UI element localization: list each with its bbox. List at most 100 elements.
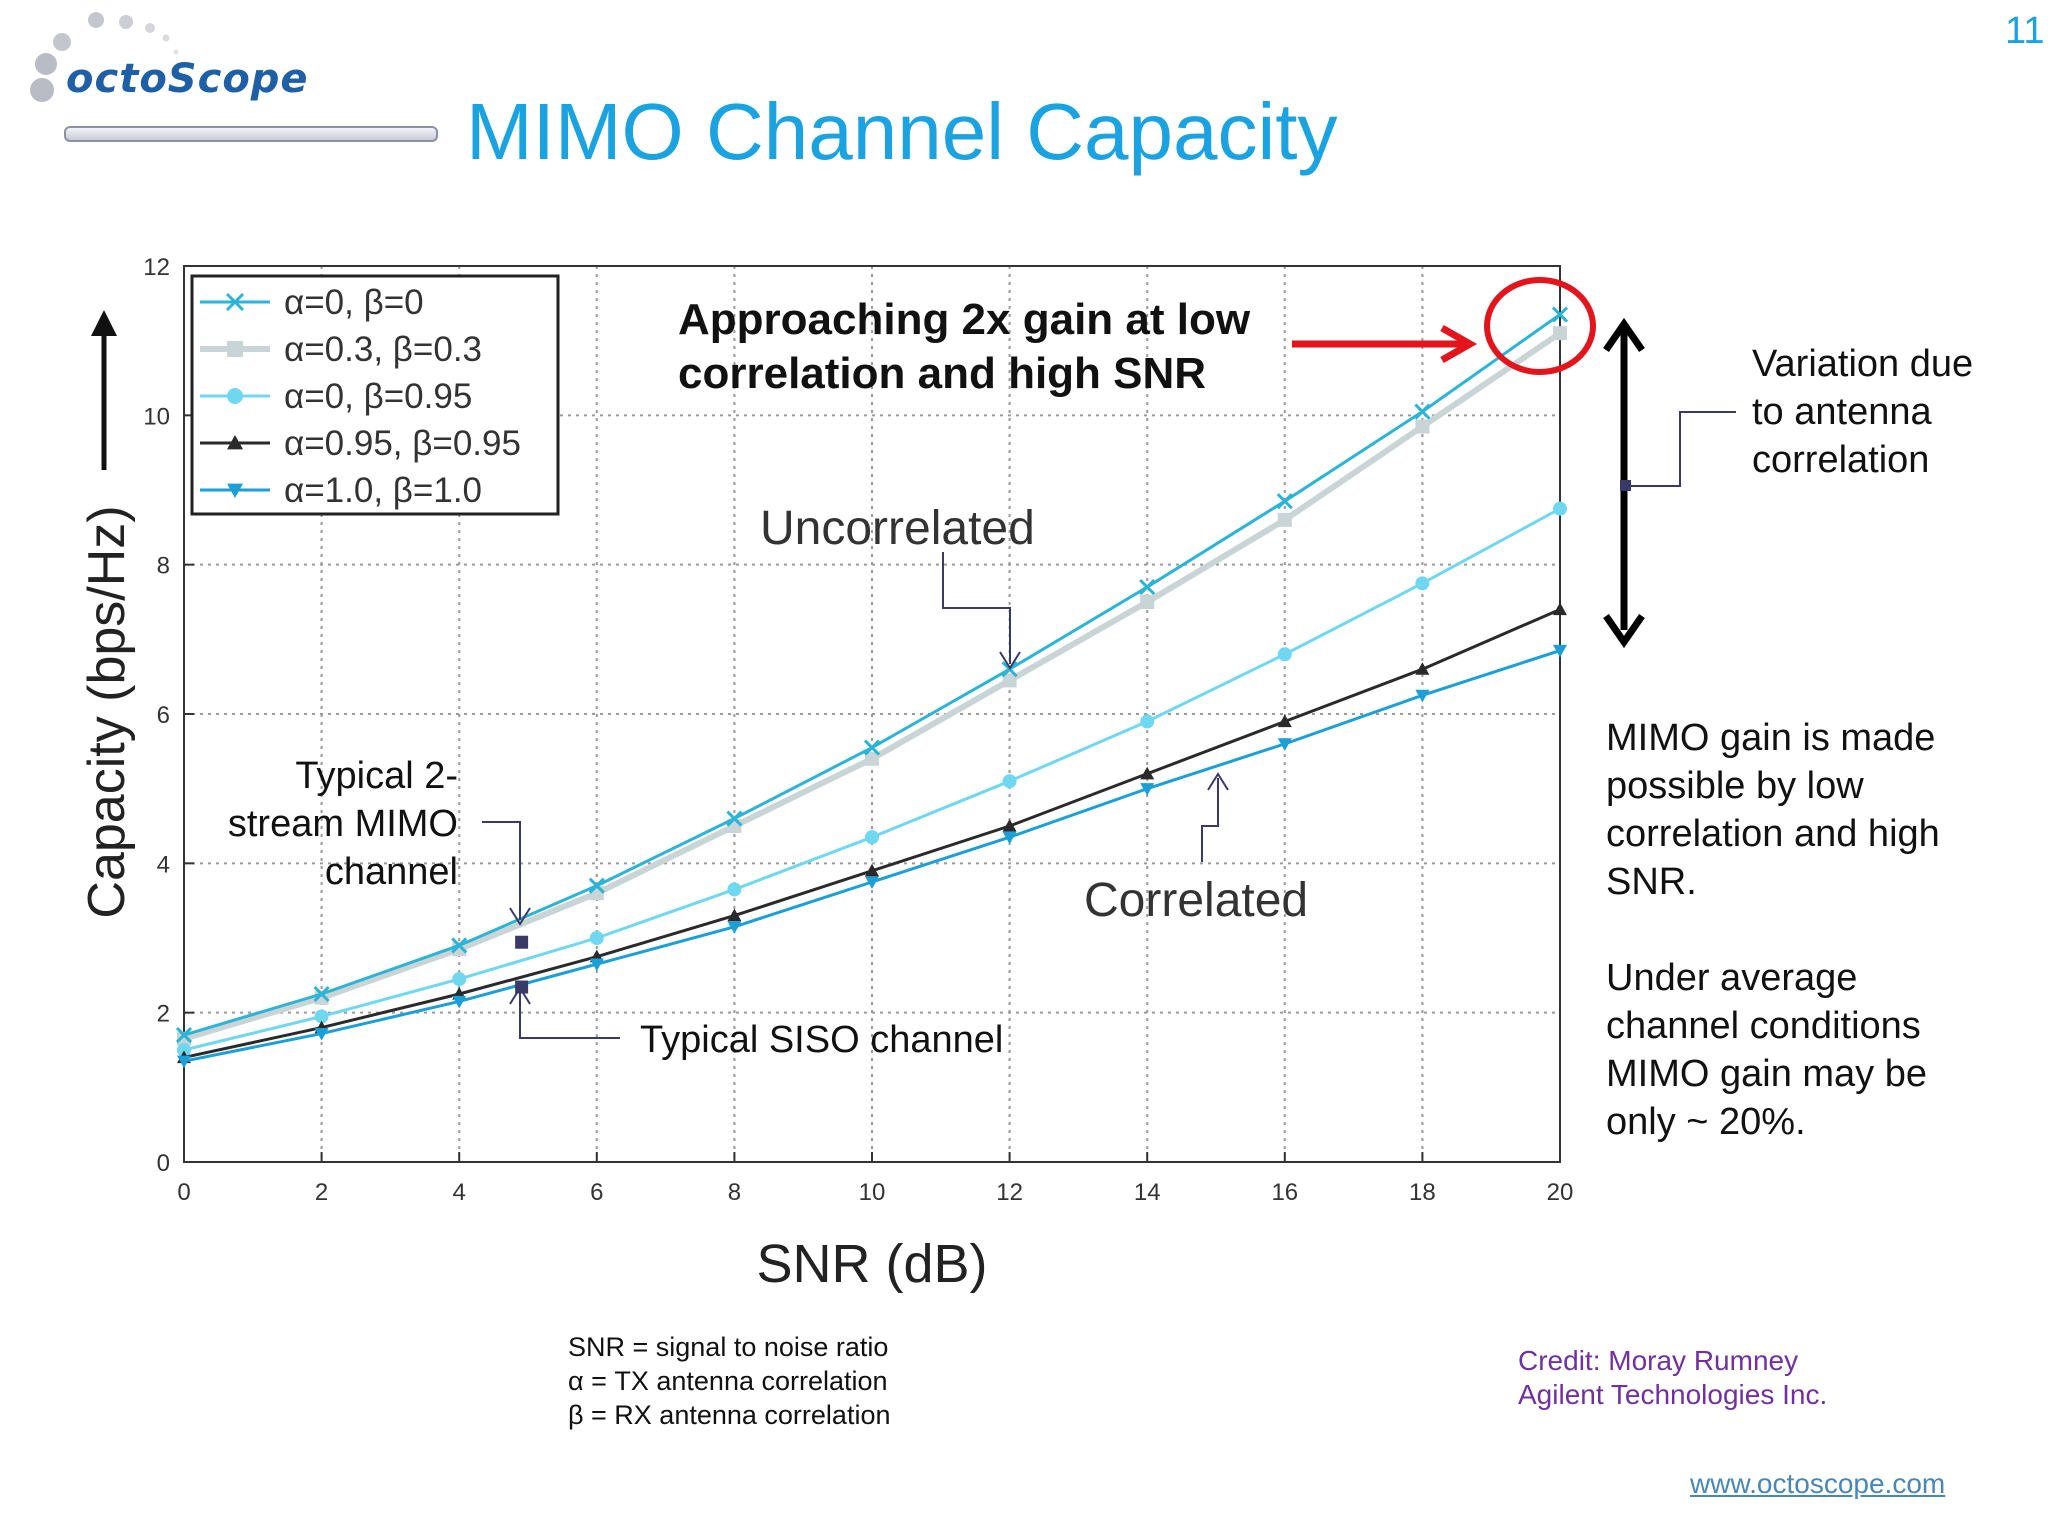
definition-line: α = TX antenna correlation xyxy=(568,1366,888,1396)
average-note-line: channel conditions xyxy=(1606,1005,1921,1047)
legend-label: α=0, β=0 xyxy=(284,283,424,322)
variation-arrow-bottom-icon xyxy=(1603,614,1645,649)
series-point-x xyxy=(451,937,468,954)
mimo-channel-label-1: Typical 2- xyxy=(295,755,458,797)
x-tick-label: 8 xyxy=(728,1179,741,1206)
series-point-square xyxy=(227,341,243,357)
slide-title: MIMO Channel Capacity xyxy=(466,87,1338,176)
series-point-triangle-up xyxy=(1277,714,1292,728)
series-point-x xyxy=(726,810,743,827)
logo-underline-bar xyxy=(64,126,438,142)
series-point-triangle-down xyxy=(865,876,879,889)
series-point-square xyxy=(1415,419,1430,434)
variation-arrow-top-icon xyxy=(1603,317,1645,352)
series-point-circle xyxy=(177,1043,191,1057)
chart-grid xyxy=(184,266,1560,1162)
series-point-triangle-up xyxy=(1415,662,1430,675)
credit-line: Credit: Moray Rumney xyxy=(1518,1345,1799,1376)
series-point-x xyxy=(225,292,245,312)
series-point-triangle-down xyxy=(727,921,742,934)
y-tick-label: 2 xyxy=(157,1001,170,1028)
series-point-triangle-up xyxy=(1140,766,1155,780)
x-tick-label: 4 xyxy=(453,1179,466,1206)
series-layer xyxy=(175,306,1569,1069)
x-axis-title: SNR (dB) xyxy=(756,1234,987,1294)
legend-label: α=0.3, β=0.3 xyxy=(284,330,482,369)
x-tick-label: 12 xyxy=(996,1179,1023,1206)
series-point-x xyxy=(1139,579,1156,596)
credit: Credit: Moray Rumney Agilent Technologie… xyxy=(1518,1344,1827,1412)
y-tick-label: 4 xyxy=(157,851,170,878)
y-tick-label: 6 xyxy=(157,702,170,729)
definitions: SNR = signal to noise ratio α = TX anten… xyxy=(568,1330,890,1432)
website-link[interactable]: www.octoscope.com xyxy=(1690,1468,1946,1499)
mimo-point-marker xyxy=(515,935,529,949)
variation-note-line: to antenna xyxy=(1752,391,1932,433)
x-tick-label: 20 xyxy=(1547,1179,1574,1206)
y-tick-label: 8 xyxy=(157,553,170,580)
red-highlight-circle xyxy=(1484,277,1596,375)
gain-note-line: possible by low xyxy=(1606,765,1864,807)
series-point-circle xyxy=(227,388,243,404)
mimo-channel-label-2: stream MIMO xyxy=(228,803,458,845)
credit-line: Agilent Technologies Inc. xyxy=(1518,1379,1828,1410)
average-note-line: only ~ 20%. xyxy=(1606,1101,1806,1143)
uncorrelated-callout-line xyxy=(942,552,1011,664)
series-point-circle xyxy=(1277,647,1292,662)
approaching-gain-line-1: Approaching 2x gain at low xyxy=(678,295,1251,344)
legend-label: α=0.95, β=0.95 xyxy=(284,424,521,463)
correlated-callout-line xyxy=(1201,778,1219,862)
series-point-x xyxy=(1414,403,1431,420)
correlated-label: Correlated xyxy=(1084,874,1308,927)
series-point-x xyxy=(588,877,605,894)
series-point-circle xyxy=(1002,774,1017,789)
series-point-circle xyxy=(314,1009,329,1024)
series-point-x xyxy=(863,739,881,756)
y-tick-label: 12 xyxy=(143,254,170,281)
series-point-triangle-up xyxy=(865,863,879,877)
logo-dots-icon xyxy=(30,12,179,102)
series-point-triangle-down xyxy=(227,483,243,498)
legend: α=0, β=0 α=0.3, β=0.3 α=0, β=0.95 α=0.95, β… xyxy=(190,274,560,516)
variation-callout-line xyxy=(1626,411,1736,487)
series-point-circle xyxy=(1140,714,1155,729)
x-tick-label: 2 xyxy=(315,1179,328,1206)
y-axis-arrow-head-icon xyxy=(91,310,117,336)
series-point-triangle-down xyxy=(177,1055,191,1069)
variation-note-line: Variation due xyxy=(1752,343,1974,385)
mimo-channel-label-3: channel xyxy=(325,851,458,893)
x-tick-label: 16 xyxy=(1271,1179,1298,1206)
x-tick-label: 0 xyxy=(177,1179,190,1206)
series-point-circle xyxy=(1415,576,1430,591)
variation-note: Variation due to antenna correlation xyxy=(1752,340,2032,484)
mimo-callout-line xyxy=(482,821,521,920)
series-point-triangle-down xyxy=(1140,783,1155,796)
gain-note-line: correlation and high xyxy=(1606,813,1940,855)
legend-entries: α=0, β=0 α=0.3, β=0.3 α=0, β=0.95 α=0.95, β… xyxy=(200,283,521,510)
series-point-square xyxy=(1002,673,1017,688)
series-point-circle xyxy=(727,882,742,897)
series-point-square xyxy=(1553,326,1567,341)
series-point-triangle-down xyxy=(452,995,467,1009)
mimo-callout-head-icon xyxy=(509,907,531,926)
siso-channel-label: Typical SISO channel xyxy=(640,1019,1003,1061)
siso-callout-line xyxy=(519,992,620,1039)
gain-note-line: MIMO gain is made xyxy=(1606,717,1936,759)
series-point-triangle-down xyxy=(589,958,604,972)
x-tick-label: 14 xyxy=(1134,1179,1161,1206)
red-arrow-head-icon xyxy=(1440,324,1478,364)
uncorrelated-label: Uncorrelated xyxy=(760,502,1035,555)
series-point-triangle-up xyxy=(1553,602,1567,616)
series-point-triangle-up xyxy=(1002,819,1017,832)
gain-note: MIMO gain is made possible by low correl… xyxy=(1606,714,2006,906)
approaching-gain-line-2: correlation and high SNR xyxy=(678,349,1206,398)
series-point-triangle-up xyxy=(727,908,742,922)
slide-number: 11 xyxy=(2005,10,2045,52)
series-point-triangle-down xyxy=(1277,738,1292,751)
y-tick-label: 10 xyxy=(143,403,170,430)
series-point-square xyxy=(1140,595,1155,609)
uncorrelated-callout-head-icon xyxy=(999,651,1021,670)
series-point-triangle-down xyxy=(314,1027,329,1041)
definition-line: SNR = signal to noise ratio xyxy=(568,1332,889,1362)
